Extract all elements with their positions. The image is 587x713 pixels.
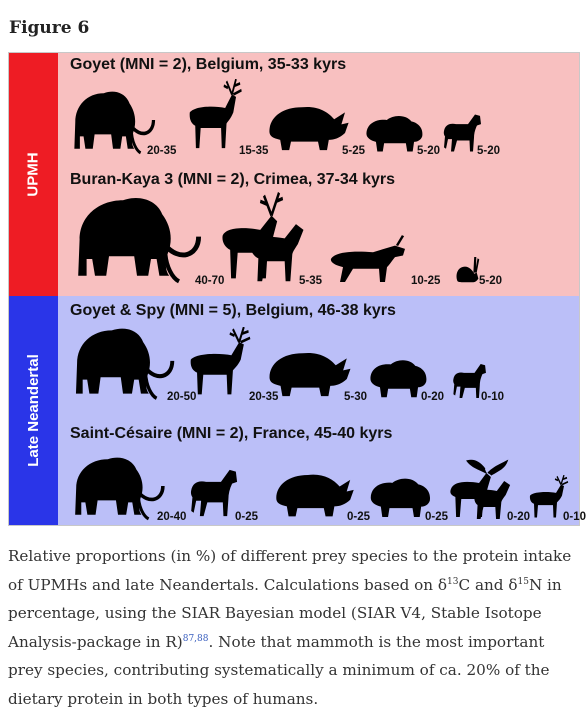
prey-proportions-diagram: UPMH Late Neandertal Goyet (MNI = 2), Be… (8, 52, 586, 526)
caption-sup-15: 15 (517, 576, 529, 587)
mammoth-icon (67, 451, 169, 523)
prey-percentage-label: 20-35 (147, 145, 177, 157)
prey-percentage-label: 20-35 (249, 391, 279, 403)
prey-percentage-label: 0-25 (235, 511, 259, 523)
reindeer-icon (525, 475, 575, 523)
prey-percentage-label: 0-25 (347, 511, 371, 523)
figure-title: Figure 6 (9, 18, 90, 38)
prey-percentage-label: 40-70 (195, 275, 225, 287)
site-title-buran-kaya: Buran-Kaya 3 (MNI = 2), Crimea, 37-34 ky… (70, 171, 396, 188)
prey-percentage-label: 5-20 (479, 275, 503, 287)
prey-percentage-label: 5-20 (417, 145, 441, 157)
mammoth-icon (67, 85, 159, 157)
rhinoceros-icon (264, 97, 354, 157)
caption-text-3: N in percentage, using the SIAR Bayesian… (8, 575, 562, 651)
caption-references[interactable]: 87,88 (182, 633, 209, 644)
upmh-label: UPMH (24, 152, 42, 197)
giant-deer-and-horse-icon (445, 453, 519, 523)
neandertal-side-label: Late Neandertal (9, 296, 58, 525)
prey-percentage-label: 20-50 (167, 391, 197, 403)
caption-text-4: . Note that mammoth is the most importan… (8, 632, 550, 708)
hare-icon (449, 245, 491, 287)
reindeer-icon (183, 327, 261, 403)
mammoth-icon (67, 189, 207, 287)
prey-percentage-label: 0-10 (481, 391, 505, 403)
bison-icon (365, 471, 437, 523)
prey-percentage-label: 5-30 (344, 391, 368, 403)
figure-caption: Relative proportions (in %) of different… (8, 542, 580, 713)
reindeer-icon (183, 79, 251, 157)
prey-percentage-label: 5-25 (342, 145, 366, 157)
prey-percentage-label: 10-25 (411, 275, 441, 287)
mammoth-icon (67, 321, 179, 403)
prey-percentage-label: 5-35 (299, 275, 323, 287)
rhinoceros-icon (271, 465, 359, 523)
horse-icon (449, 359, 493, 403)
caption-text-1: Relative proportions (in %) of different… (8, 547, 572, 594)
site-title-goyet: Goyet (MNI = 2), Belgium, 35-33 kyrs (70, 56, 347, 73)
rhinoceros-icon (264, 343, 356, 403)
neandertal-label: Late Neandertal (25, 354, 43, 467)
prey-percentage-label: 15-35 (239, 145, 269, 157)
prey-percentage-label: 0-20 (507, 511, 531, 523)
caption-sup-13: 13 (447, 576, 459, 587)
site-title-goyet-spy: Goyet & Spy (MNI = 5), Belgium, 46-38 ky… (70, 302, 396, 319)
prey-percentage-label: 5-20 (477, 145, 501, 157)
horse-icon (185, 463, 247, 523)
bison-icon (365, 353, 433, 403)
prey-percentage-label: 0-25 (425, 511, 449, 523)
deer-and-horse-icon (217, 187, 311, 287)
bison-icon (361, 109, 429, 157)
site-title-saint-cesaire: Saint-Césaire (MNI = 2), France, 45-40 k… (70, 425, 393, 442)
upmh-side-label: UPMH (9, 53, 58, 296)
prey-percentage-label: 20-40 (157, 511, 187, 523)
saiga-antelope-icon (323, 229, 423, 287)
prey-percentage-label: 0-10 (563, 511, 587, 523)
horse-icon (439, 109, 489, 157)
prey-percentage-label: 0-20 (421, 391, 445, 403)
caption-text-2: C and δ (458, 575, 518, 594)
